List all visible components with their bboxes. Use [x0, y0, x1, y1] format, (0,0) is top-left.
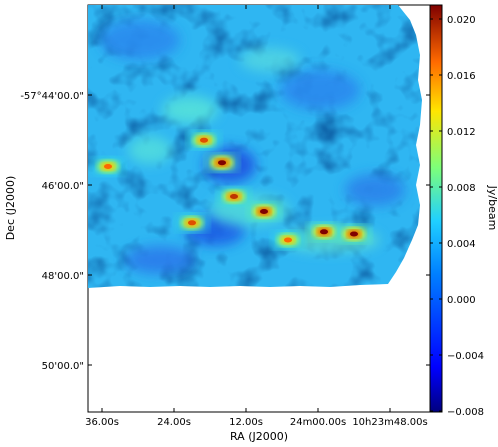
source-contour	[218, 160, 226, 166]
colorbar-tick-label: 0.012	[447, 127, 476, 138]
source-peak	[176, 213, 208, 232]
negative-region	[125, 246, 195, 274]
source-contour	[260, 209, 268, 214]
colorbar-tick-label: 0.020	[447, 15, 476, 26]
x-axis-label: RA (J2000)	[230, 430, 288, 443]
negative-region	[100, 20, 180, 60]
x-axis: 36.00s 24.00s 12.00s 24m00.00s 10h23m48.…	[85, 5, 428, 443]
y-tick-label: -57°44'00.0"	[20, 91, 84, 102]
source-contour	[200, 137, 208, 143]
colorbar-tick-label: 0.016	[447, 71, 476, 82]
source-peak	[338, 225, 370, 243]
y-tick-label: 50'00.0"	[42, 361, 84, 372]
source-contour	[230, 194, 238, 199]
source-contour	[104, 164, 112, 169]
y-tick-label: 48'00.0"	[42, 271, 84, 282]
source-contour	[320, 229, 328, 235]
colorbar-gradient	[429, 4, 443, 413]
positive-region	[240, 48, 300, 72]
source-peak	[206, 153, 238, 172]
x-tick-label: 24.00s	[157, 417, 191, 428]
negative-region	[280, 70, 360, 110]
source-contour	[188, 220, 196, 226]
x-tick-label: 10h23m48.00s	[352, 417, 427, 428]
x-tick-label: 24m00.00s	[290, 417, 346, 428]
sources-layer	[92, 131, 370, 249]
colorbar-label: Jy/beam	[486, 185, 498, 231]
source-peak	[248, 202, 280, 221]
intensity-map	[88, 5, 422, 288]
source-peak	[308, 222, 340, 241]
y-tick-label: 46'00.0"	[42, 181, 84, 192]
colorbar-tick-label: 0.004	[447, 239, 476, 250]
y-axis: -57°44'00.0" 46'00.0" 48'00.0" 50'00.0" …	[4, 91, 430, 372]
y-axis-label: Dec (J2000)	[4, 176, 17, 241]
source-peak	[218, 187, 250, 206]
source-contour	[284, 237, 292, 243]
colorbar-tick-label: 0.008	[447, 183, 476, 194]
colorbar: 0.020 0.016 0.012 0.008 0.004 0.000 −0.0…	[429, 4, 498, 418]
x-tick-label: 12.00s	[229, 417, 263, 428]
colorbar-tick-label: 0.000	[447, 295, 476, 306]
negative-region	[345, 174, 405, 206]
source-contour	[350, 231, 358, 237]
x-tick-label: 36.00s	[85, 417, 119, 428]
colorbar-tick-label: −0.008	[447, 407, 484, 418]
positive-region	[162, 96, 218, 124]
source-peak	[188, 131, 220, 150]
source-peak	[272, 231, 304, 249]
source-peak	[92, 157, 124, 176]
positive-region	[128, 136, 172, 164]
colorbar-tick-label: −0.004	[447, 351, 484, 362]
